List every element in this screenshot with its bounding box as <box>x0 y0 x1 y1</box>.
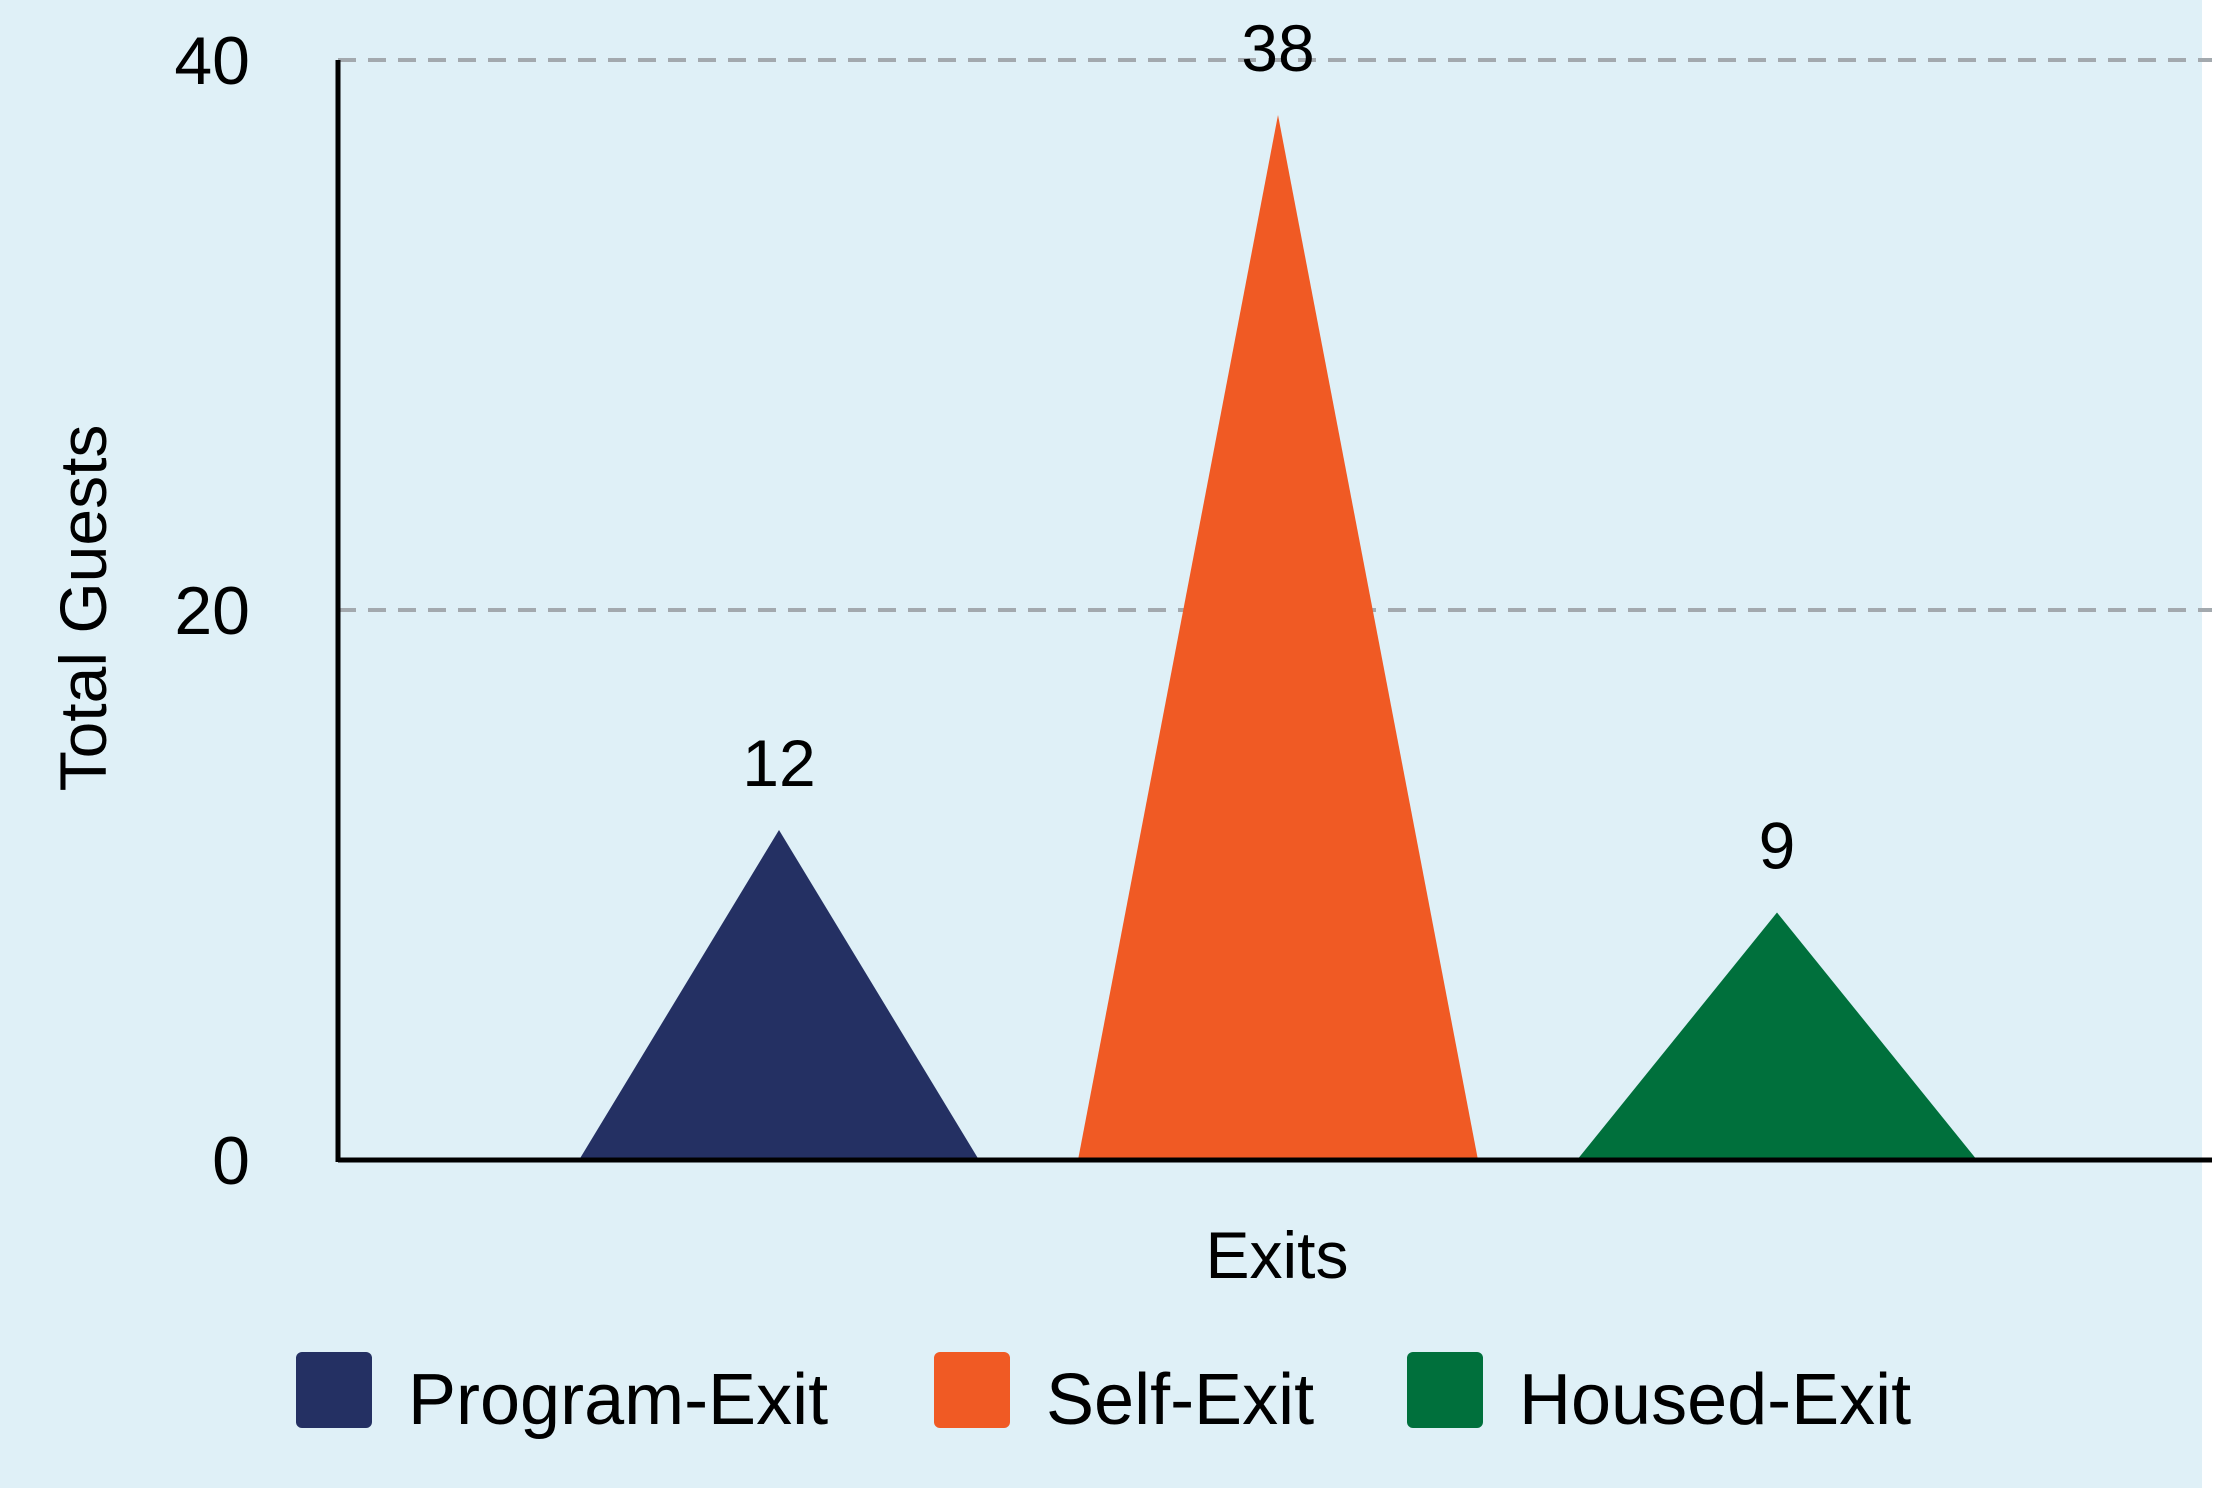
bar-housed-exit <box>1577 912 1977 1160</box>
y-tick-label-40: 40 <box>174 23 250 99</box>
y-tick-label-0: 0 <box>212 1123 250 1199</box>
legend-item-housed-exit: Housed-Exit <box>1407 1352 1911 1440</box>
legend-swatch-program-exit <box>296 1352 372 1428</box>
axes <box>335 60 2212 1163</box>
y-axis-title: Total Guests <box>46 425 120 792</box>
y-tick-labels: 0 20 40 <box>174 23 250 1199</box>
bar-program-exit <box>579 830 979 1160</box>
chart-marks <box>579 115 1977 1160</box>
y-tick-label-20: 20 <box>174 573 250 649</box>
data-label-self-exit: 38 <box>1241 11 1314 85</box>
legend-label-program-exit: Program-Exit <box>408 1360 828 1440</box>
legend-item-program-exit: Program-Exit <box>296 1352 828 1440</box>
data-label-housed-exit: 9 <box>1759 809 1796 883</box>
data-labels: 12 38 9 <box>742 11 1795 883</box>
legend-swatch-self-exit <box>934 1352 1010 1428</box>
legend-label-housed-exit: Housed-Exit <box>1519 1360 1911 1440</box>
bar-self-exit <box>1078 115 1478 1160</box>
data-label-program-exit: 12 <box>742 726 815 800</box>
legend-item-self-exit: Self-Exit <box>934 1352 1314 1440</box>
legend-label-self-exit: Self-Exit <box>1046 1360 1314 1440</box>
legend: Program-Exit Self-Exit Housed-Exit <box>296 1352 1911 1440</box>
legend-swatch-housed-exit <box>1407 1352 1483 1428</box>
x-axis-title: Exits <box>1205 1218 1348 1292</box>
